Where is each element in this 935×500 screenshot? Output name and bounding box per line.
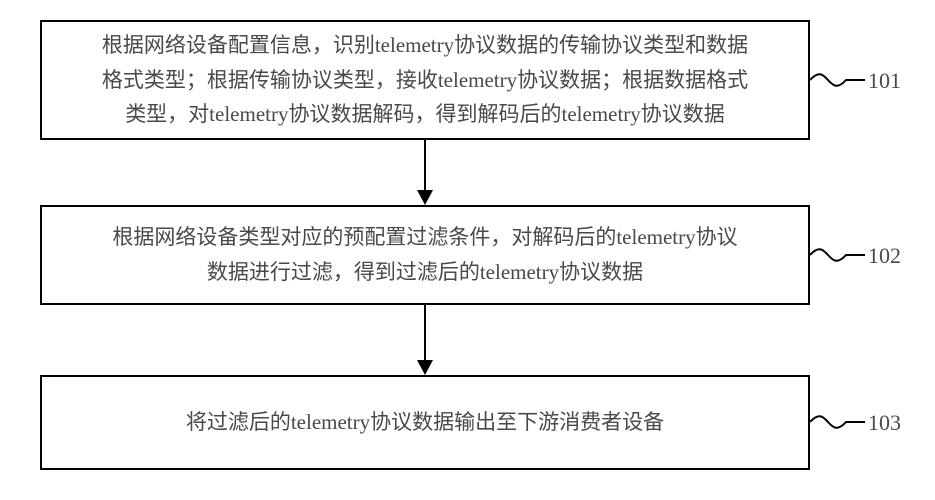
flow-node-102: 根据网络设备类型对应的预配置过滤条件，对解码后的telemetry协议 数据进行… (40, 205, 810, 305)
flow-node-101: 根据网络设备配置信息，识别telemetry协议数据的传输协议类型和数据 格式类… (40, 20, 810, 140)
flow-node-103: 将过滤后的telemetry协议数据输出至下游消费者设备 (40, 375, 810, 470)
arrow-102-103 (413, 305, 437, 375)
connector-curve-103 (810, 400, 870, 444)
step-label-103: 103 (868, 410, 901, 436)
flowchart-canvas: 根据网络设备配置信息，识别telemetry协议数据的传输协议类型和数据 格式类… (0, 0, 935, 500)
arrow-101-102 (413, 140, 437, 205)
connector-curve-102 (810, 233, 870, 277)
flow-node-103-text: 将过滤后的telemetry协议数据输出至下游消费者设备 (186, 405, 664, 440)
flow-node-101-text: 根据网络设备配置信息，识别telemetry协议数据的传输协议类型和数据 格式类… (102, 28, 748, 132)
flow-node-102-text: 根据网络设备类型对应的预配置过滤条件，对解码后的telemetry协议 数据进行… (112, 220, 737, 289)
connector-curve-101 (810, 58, 870, 102)
step-label-101: 101 (868, 68, 901, 94)
step-label-102: 102 (868, 243, 901, 269)
